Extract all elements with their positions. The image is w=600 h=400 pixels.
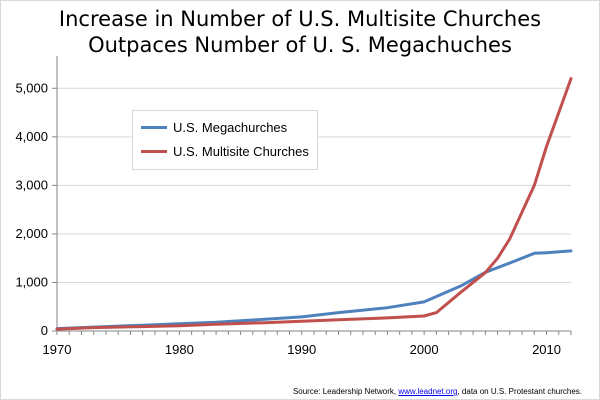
y-tick-label: 3,000: [15, 177, 48, 192]
axes: [52, 56, 572, 335]
series-megachurches-line: [55, 249, 573, 331]
source-note: Source: Leadership Network, www.leadnet.…: [293, 387, 582, 396]
source-suffix: , data on U.S. Protestant churches.: [457, 387, 582, 396]
y-tick-label: 1,000: [15, 274, 48, 289]
x-tick-label: 1980: [165, 342, 194, 357]
y-tick-label: 5,000: [15, 80, 48, 95]
x-tick-label: 2010: [532, 342, 561, 357]
chart-title: Increase in Number of U.S. Multisite Chu…: [0, 6, 600, 58]
chart-title-line-1: Increase in Number of U.S. Multisite Chu…: [58, 7, 542, 31]
y-tick-label: 2,000: [15, 226, 48, 241]
legend-swatch-multisite: [141, 149, 167, 153]
legend-label-megachurches: U.S. Megachurches: [173, 119, 288, 135]
legend-swatch-megachurches: [141, 125, 167, 129]
y-tick-label: 0: [41, 323, 48, 338]
y-tick-label: 4,000: [15, 129, 48, 144]
legend-label-multisite: U.S. Multisite Churches: [173, 143, 309, 159]
chart-legend: U.S. Megachurches U.S. Multisite Churche…: [132, 110, 318, 170]
x-tick-label: 2000: [410, 342, 439, 357]
tick-labels: 0 1,000 2,000 3,000 4,000 5,000 1970 1980 1990 20…: [15, 80, 561, 357]
series-multisite-line: [55, 77, 573, 331]
legend-item-megachurches: U.S. Megachurches: [141, 117, 287, 137]
chart-title-line-2: Outpaces Number of U. S. Megachuches: [88, 33, 512, 57]
series-lines: [55, 77, 573, 331]
source-link[interactable]: www.leadnet.org: [398, 387, 458, 396]
legend-item-multisite: U.S. Multisite Churches: [141, 141, 309, 161]
x-tick-label: 1970: [43, 342, 72, 357]
x-tick-label: 1990: [287, 342, 316, 357]
source-prefix: Source: Leadership Network,: [292, 387, 399, 396]
